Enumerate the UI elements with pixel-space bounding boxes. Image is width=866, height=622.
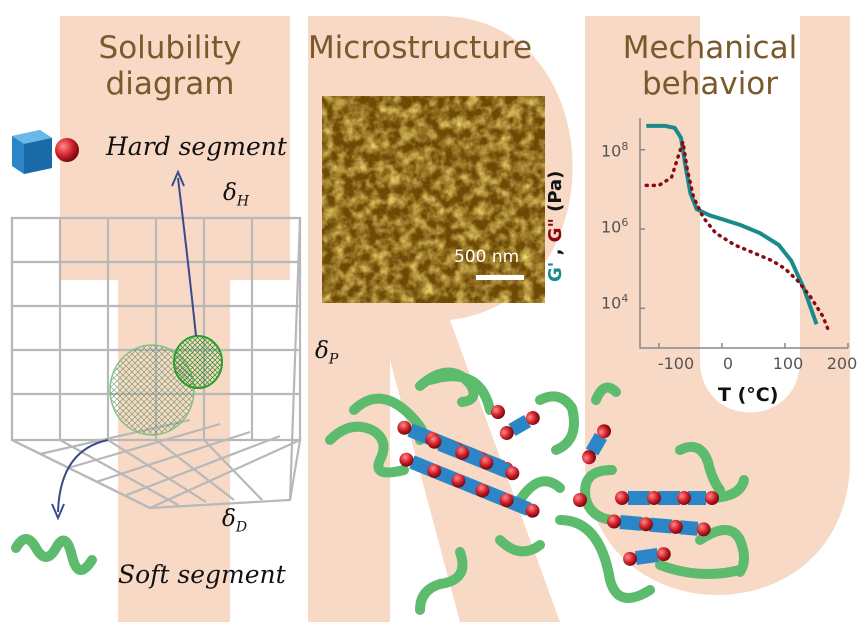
letter-u-shape bbox=[585, 16, 850, 595]
ytick-label: 108 bbox=[601, 140, 629, 161]
delta-d-label: δD bbox=[222, 506, 248, 536]
delta-h-label: δH bbox=[223, 180, 250, 210]
scale-bar bbox=[476, 275, 524, 280]
mechanical-title: Mechanical behavior bbox=[622, 30, 798, 102]
hard-segment-icon bbox=[12, 130, 79, 174]
solubility-title: Solubility diagram bbox=[98, 30, 242, 102]
hard-segment-sphere bbox=[173, 335, 223, 389]
hard-axis-arrow bbox=[177, 177, 197, 337]
xtick-label: -100 bbox=[657, 354, 695, 373]
chart-xlabel: T (°C) bbox=[718, 384, 779, 406]
afm-texture bbox=[322, 96, 545, 303]
microstructure-title: Microstructure bbox=[307, 30, 533, 66]
scale-bar-label: 500 nm bbox=[454, 247, 520, 267]
letter-t-shape bbox=[60, 16, 290, 622]
hard-segment-label: Hard segment bbox=[106, 132, 287, 161]
afm-micrograph bbox=[322, 96, 545, 303]
hard-blocks bbox=[397, 405, 719, 566]
grid-side-wall bbox=[10, 217, 302, 501]
chart-axes bbox=[639, 118, 848, 349]
soft-segment-icon bbox=[11, 534, 97, 575]
series-line-1 bbox=[644, 141, 831, 334]
xtick-label: 200 bbox=[826, 354, 858, 373]
series-line-0 bbox=[646, 123, 819, 325]
delta-p-label: δP bbox=[315, 338, 339, 368]
soft-segment-sphere bbox=[109, 344, 195, 436]
ytick-label: 106 bbox=[601, 216, 629, 237]
xtick-label: 0 bbox=[722, 354, 734, 373]
ytick-label: 104 bbox=[601, 292, 629, 313]
soft-axis-arrow bbox=[57, 439, 109, 513]
chart-ylabel: G' , G" (Pa) bbox=[545, 170, 566, 282]
xtick-label: 100 bbox=[772, 354, 804, 373]
soft-segment-label: Soft segment bbox=[118, 560, 286, 589]
grid-floor bbox=[11, 418, 302, 510]
